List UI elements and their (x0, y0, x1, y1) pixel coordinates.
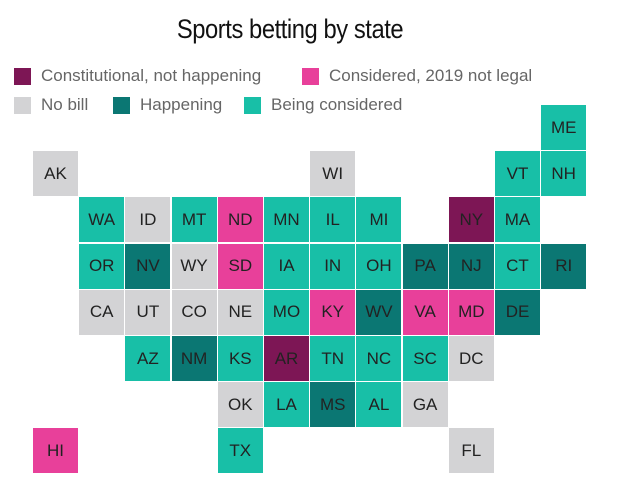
state-tile-nj: NJ (448, 243, 494, 289)
state-tile-nm: NM (171, 336, 217, 381)
state-tile-id: ID (125, 197, 171, 243)
legend-item-considered-not-legal: Considered, 2019 not legal (302, 66, 532, 86)
state-tile-nv: NV (125, 243, 171, 289)
legend-label: Being considered (271, 95, 403, 114)
state-tile-tx: TX (217, 428, 263, 474)
state-tile-nc: NC (356, 336, 402, 381)
state-tile-ak: AK (33, 151, 78, 197)
state-tile-fl: FL (448, 428, 494, 474)
state-tile-pa: PA (402, 243, 448, 289)
state-tile-in: IN (310, 243, 356, 289)
state-tile-sd: SD (217, 243, 263, 289)
legend-swatch (244, 96, 261, 114)
state-tile-ms: MS (310, 382, 356, 428)
legend-label: Constitutional, not happening (41, 66, 262, 85)
state-tile-mt: MT (171, 197, 217, 243)
state-tile-wa: WA (79, 197, 125, 243)
state-tile-ky: KY (310, 289, 356, 335)
state-tile-nh: NH (541, 151, 587, 197)
legend-swatch (14, 67, 31, 85)
state-tile-de: DE (495, 289, 540, 335)
legend-item-happening: Happening (113, 95, 222, 115)
state-tile-sc: SC (402, 336, 448, 381)
legend-label: Happening (140, 95, 223, 114)
state-tile-ga: GA (402, 382, 448, 428)
legend-label: Considered, 2019 not legal (329, 66, 533, 85)
state-tile-la: LA (264, 382, 309, 428)
legend-label: No bill (41, 95, 89, 114)
state-tile-ct: CT (495, 243, 540, 289)
map-title: Sports betting by state (176, 14, 404, 44)
state-tile-al: AL (356, 382, 402, 428)
state-tile-ri: RI (541, 243, 587, 289)
state-tile-ok: OK (217, 382, 263, 428)
state-tile-vt: VT (495, 151, 540, 197)
state-tile-il: IL (310, 197, 356, 243)
state-tile-ia: IA (264, 243, 309, 289)
legend-swatch (302, 67, 319, 85)
state-tile-me: ME (541, 105, 587, 150)
state-tile-mo: MO (264, 289, 309, 335)
state-tile-wv: WV (356, 289, 402, 335)
state-tile-ny: NY (448, 197, 494, 243)
legend-swatch (14, 96, 31, 114)
state-tile-nd: ND (217, 197, 263, 243)
state-tile-hi: HI (33, 428, 78, 474)
legend-item-constitutional: Constitutional, not happening (14, 66, 261, 86)
state-tile-ma: MA (495, 197, 540, 243)
state-tile-dc: DC (448, 336, 494, 381)
state-tile-ar: AR (264, 336, 309, 381)
state-tile-wy: WY (171, 243, 217, 289)
state-tile-tn: TN (310, 336, 356, 381)
state-tile-ca: CA (79, 289, 125, 335)
state-tile-va: VA (402, 289, 448, 335)
state-tile-or: OR (79, 243, 125, 289)
state-tile-ut: UT (125, 289, 171, 335)
legend-swatch (113, 96, 130, 114)
legend-item-no-bill: No bill (14, 95, 88, 115)
state-tile-mn: MN (264, 197, 309, 243)
state-tile-mi: MI (356, 197, 402, 243)
state-tile-wi: WI (310, 151, 356, 197)
state-tile-ks: KS (217, 336, 263, 381)
state-tile-md: MD (448, 289, 494, 335)
state-tile-ne: NE (217, 289, 263, 335)
legend-item-being-considered: Being considered (244, 95, 402, 115)
state-tile-co: CO (171, 289, 217, 335)
state-tile-oh: OH (356, 243, 402, 289)
state-tile-az: AZ (125, 336, 171, 381)
legend: Constitutional, not happening Considered… (0, 0, 640, 120)
